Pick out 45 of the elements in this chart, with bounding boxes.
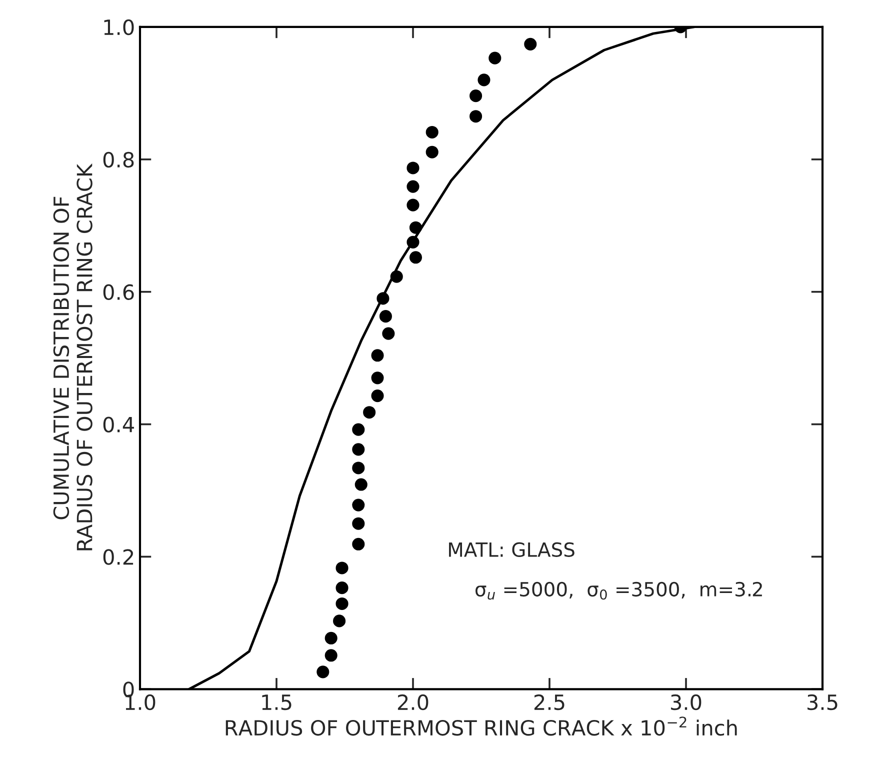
annotation: MATL: GLASS [449,542,574,557]
point [406,162,420,174]
point [478,74,490,86]
x-tick-label: 1.5 [262,694,292,710]
point [371,372,384,384]
point [352,498,365,512]
point [352,423,365,436]
point [488,52,502,64]
point [352,517,365,530]
point [336,562,348,574]
point [382,327,395,340]
y-tick-label: 1.0 [104,19,134,36]
point [470,90,482,102]
x-tick-label: 3.5 [808,694,838,710]
point [352,538,365,550]
point [336,597,348,610]
x-tick-label: 2.5 [534,694,564,710]
point [524,38,537,50]
y-tick-label: 0.4 [103,416,134,432]
point [333,614,346,628]
x-axis-title: RADIUS OF OUTERMOST RING CRACK x 10$^{−2}$ inch [226,716,737,736]
x-tick-label: 3.0 [671,694,702,710]
point [406,180,420,193]
y-tick-label: 0.8 [103,152,134,168]
point [371,349,384,362]
point [354,478,368,491]
point [371,390,384,402]
point [426,126,438,139]
point [324,649,338,662]
point [352,443,365,456]
point [379,310,392,323]
point [316,666,330,678]
point [409,251,422,264]
y-tick-label: 0.6 [103,284,134,300]
point [363,406,376,419]
y-axis-title: CUMULATIVE DISTRIBUTION OF RADIUS OF OUTERMOST RING CRACK [53,163,92,550]
annotation: σ$_{u}$ =5000, σ$_{0}$ =3500, m=3.2 [475,582,762,600]
point [470,110,482,123]
point [426,146,438,158]
point [336,582,348,594]
point [352,462,365,474]
x-tick-label: 2.0 [398,694,428,710]
point [324,632,338,644]
y-tick-label: 0.2 [103,549,134,565]
point [406,198,420,212]
